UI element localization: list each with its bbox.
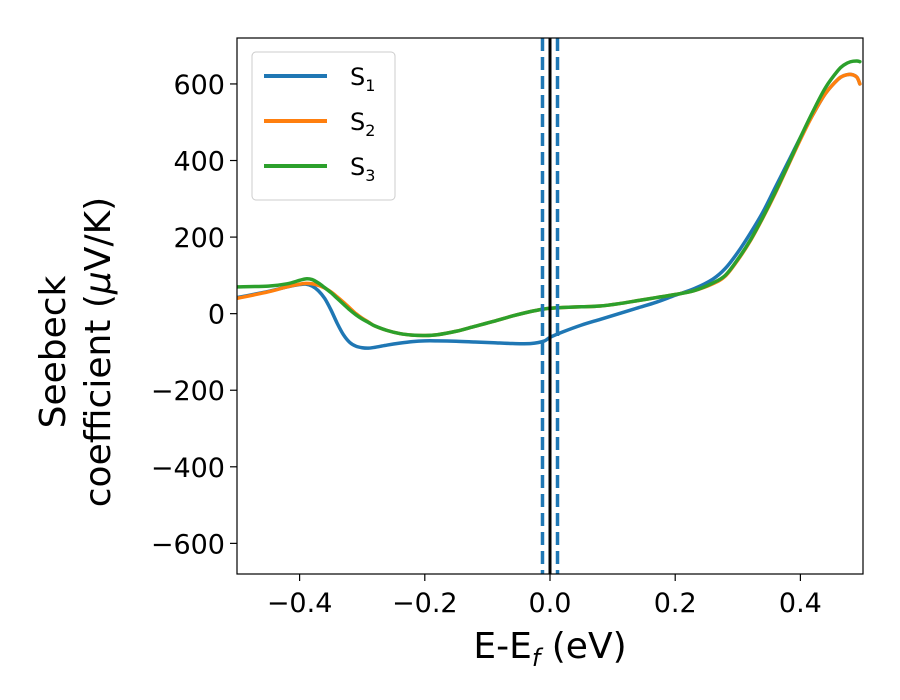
x-tick-label: −0.2 [392, 588, 458, 619]
x-tick-label: 0.2 [654, 588, 697, 619]
legend-label-s2: S2 [350, 108, 375, 140]
y-tick-label: 600 [173, 70, 225, 101]
y-tick-label: −400 [151, 453, 225, 484]
x-tick-label: 0.4 [779, 588, 822, 619]
y-axis-label-line2: coefficient (μV/K) [78, 197, 119, 507]
y-tick-label: 0 [208, 300, 225, 331]
y-tick-label: 400 [173, 147, 225, 178]
y-axis-label-line1: Seebeck [33, 275, 74, 428]
legend-frame [251, 51, 396, 201]
x-axis-label: E-Ef (eV) [473, 626, 626, 672]
y-tick-label: −200 [151, 376, 225, 407]
fermi-lines [540, 38, 560, 574]
series-lines [237, 59, 862, 350]
series-line-s3 [237, 59, 862, 338]
legend-label-s3: S3 [350, 153, 375, 185]
y-tick-label: 200 [173, 223, 225, 254]
y-axis-ticks: −600 −400 −200 0 200 400 600 [151, 70, 237, 560]
legend-label-s1: S1 [350, 63, 375, 95]
x-tick-label: −0.4 [267, 588, 333, 619]
y-axis-label: Seebeck coefficient (μV/K) [33, 197, 119, 507]
y-tick-label: −600 [151, 529, 225, 560]
legend: S1 S2 S3 [251, 51, 396, 201]
x-tick-label: 0.0 [529, 588, 572, 619]
x-axis-ticks: −0.4 −0.2 0.0 0.2 0.4 [267, 574, 822, 619]
